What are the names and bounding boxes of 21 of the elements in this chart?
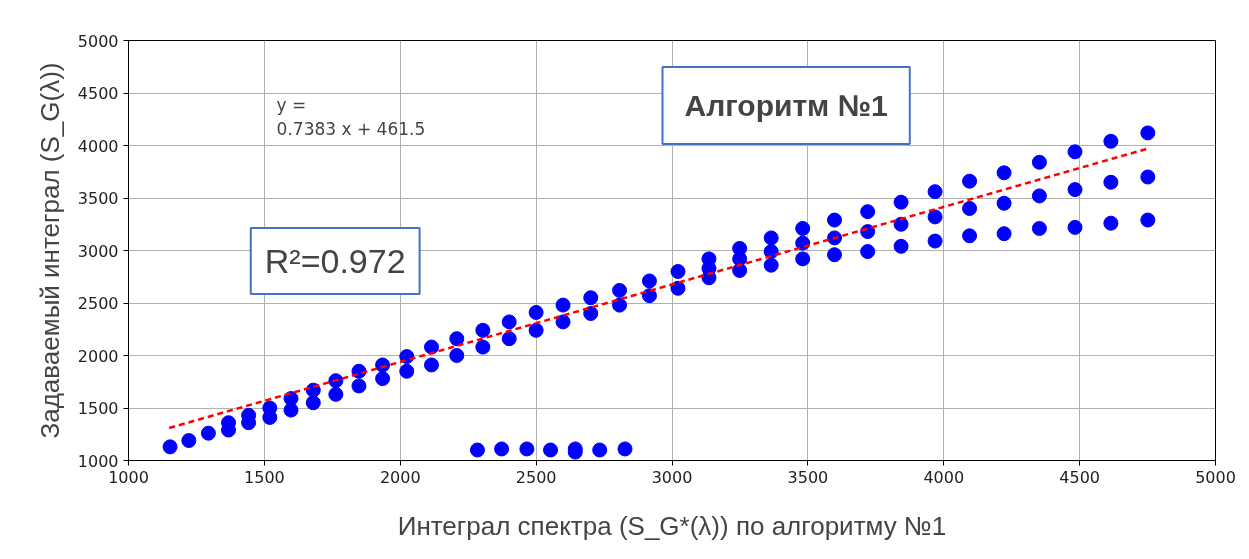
- x-tick-label: 2000: [379, 467, 421, 487]
- annotation: y = 0.7383 x + 461.5: [276, 95, 426, 140]
- x-tick-label: 3000: [651, 467, 693, 487]
- x-tick-label: 3500: [787, 467, 829, 487]
- y-tick-label: 3500: [77, 189, 119, 208]
- y-tick-label: 4500: [77, 84, 119, 103]
- y-tick-label: 5000: [77, 31, 119, 51]
- x-tick-label: 5000: [1195, 467, 1236, 487]
- y-tick-label: 4000: [77, 136, 119, 156]
- annotation: R²=0.972: [264, 242, 406, 280]
- annotation: Алгоритм №1: [684, 89, 888, 123]
- y-tick-label: 2000: [77, 346, 119, 366]
- y-tick-label: 2500: [77, 294, 119, 313]
- x-axis-title: Интеграл спектра (S_G*(λ)) по алгоритму №1: [397, 510, 947, 541]
- x-tick-label: 4500: [1059, 467, 1100, 487]
- x-tick-label: 1500: [244, 467, 285, 487]
- x-tick-label: 2500: [515, 467, 557, 487]
- x-tick-label: 4000: [923, 467, 965, 487]
- y-tick-label: 1500: [77, 399, 119, 418]
- y-tick-label: 3000: [77, 241, 119, 261]
- y-axis-title: Задаваемый интеграл (S_G(λ)): [34, 62, 65, 439]
